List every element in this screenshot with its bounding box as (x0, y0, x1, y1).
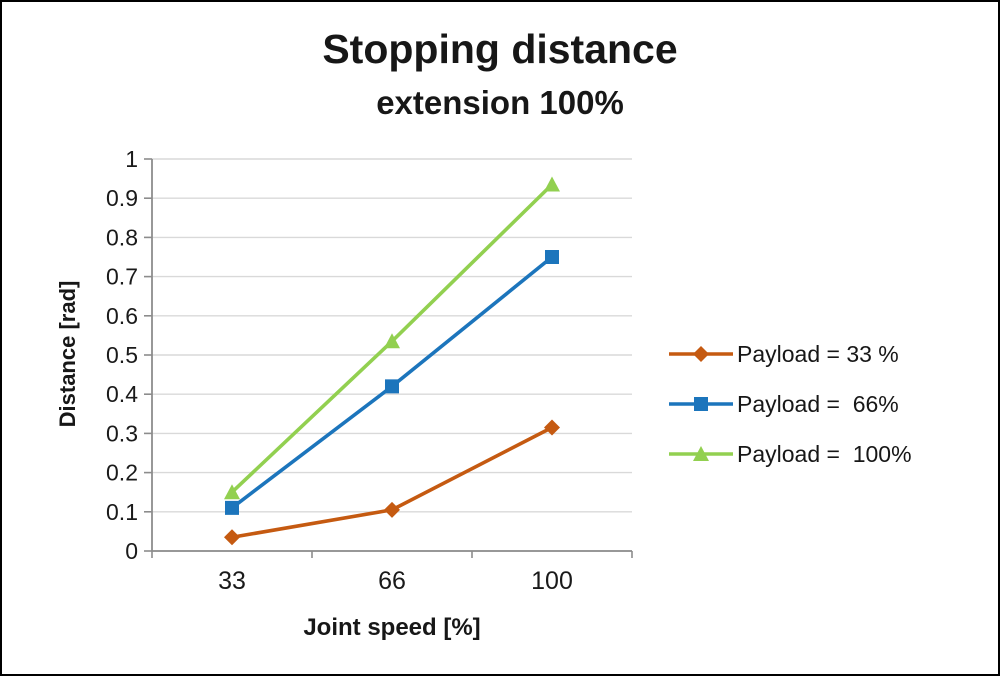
legend-swatch (669, 346, 733, 362)
diamond-marker (544, 419, 560, 436)
legend-item: Payload = 33 % (668, 329, 912, 379)
diamond-marker (384, 501, 400, 518)
triangle-marker (693, 446, 709, 461)
y-tick-label: 0.3 (106, 420, 138, 446)
series-line (230, 425, 554, 540)
square-marker (385, 379, 399, 394)
y-tick-label: 0.9 (106, 185, 138, 211)
x-tick-label: 100 (531, 567, 573, 595)
y-tick-label: 0 (125, 538, 138, 564)
y-axis-title: Distance [rad] (55, 280, 80, 428)
triangle-marker (544, 176, 560, 192)
chart-title: Stopping distance (322, 26, 678, 72)
y-tick-label: 0.1 (106, 499, 138, 525)
y-tick-label: 0.7 (106, 264, 138, 290)
triangle-marker (384, 333, 400, 349)
y-tick-label: 0.6 (106, 303, 138, 329)
legend-label: Payload = 33 % (737, 340, 899, 367)
legend-swatch (669, 446, 733, 461)
diamond-marker (224, 529, 240, 546)
legend-item: Payload = 100% (668, 429, 912, 479)
legend-label: Payload = 100% (737, 440, 912, 467)
y-tick-label: 0.5 (106, 342, 138, 368)
x-tick-label: 33 (218, 567, 246, 595)
square-marker (225, 500, 239, 515)
x-tick-label: 66 (378, 567, 406, 595)
diamond-marker (693, 346, 709, 362)
x-axis-title: Joint speed [%] (303, 614, 481, 641)
square-marker (545, 250, 559, 264)
legend: Payload = 33 % Payload = 66% Payload = 100… (668, 329, 912, 479)
y-tick-label: 1 (125, 146, 138, 172)
y-tick-label: 0.8 (106, 224, 138, 250)
chart-subtitle: extension 100% (376, 84, 624, 121)
y-tick-label: 0.2 (106, 460, 138, 486)
y-tick-label: 0.4 (106, 381, 138, 407)
triangle-marker (224, 484, 240, 500)
legend-swatch (669, 397, 733, 411)
legend-item: Payload = 66% (668, 379, 912, 429)
legend-label: Payload = 66% (737, 390, 899, 417)
square-marker (694, 397, 708, 411)
